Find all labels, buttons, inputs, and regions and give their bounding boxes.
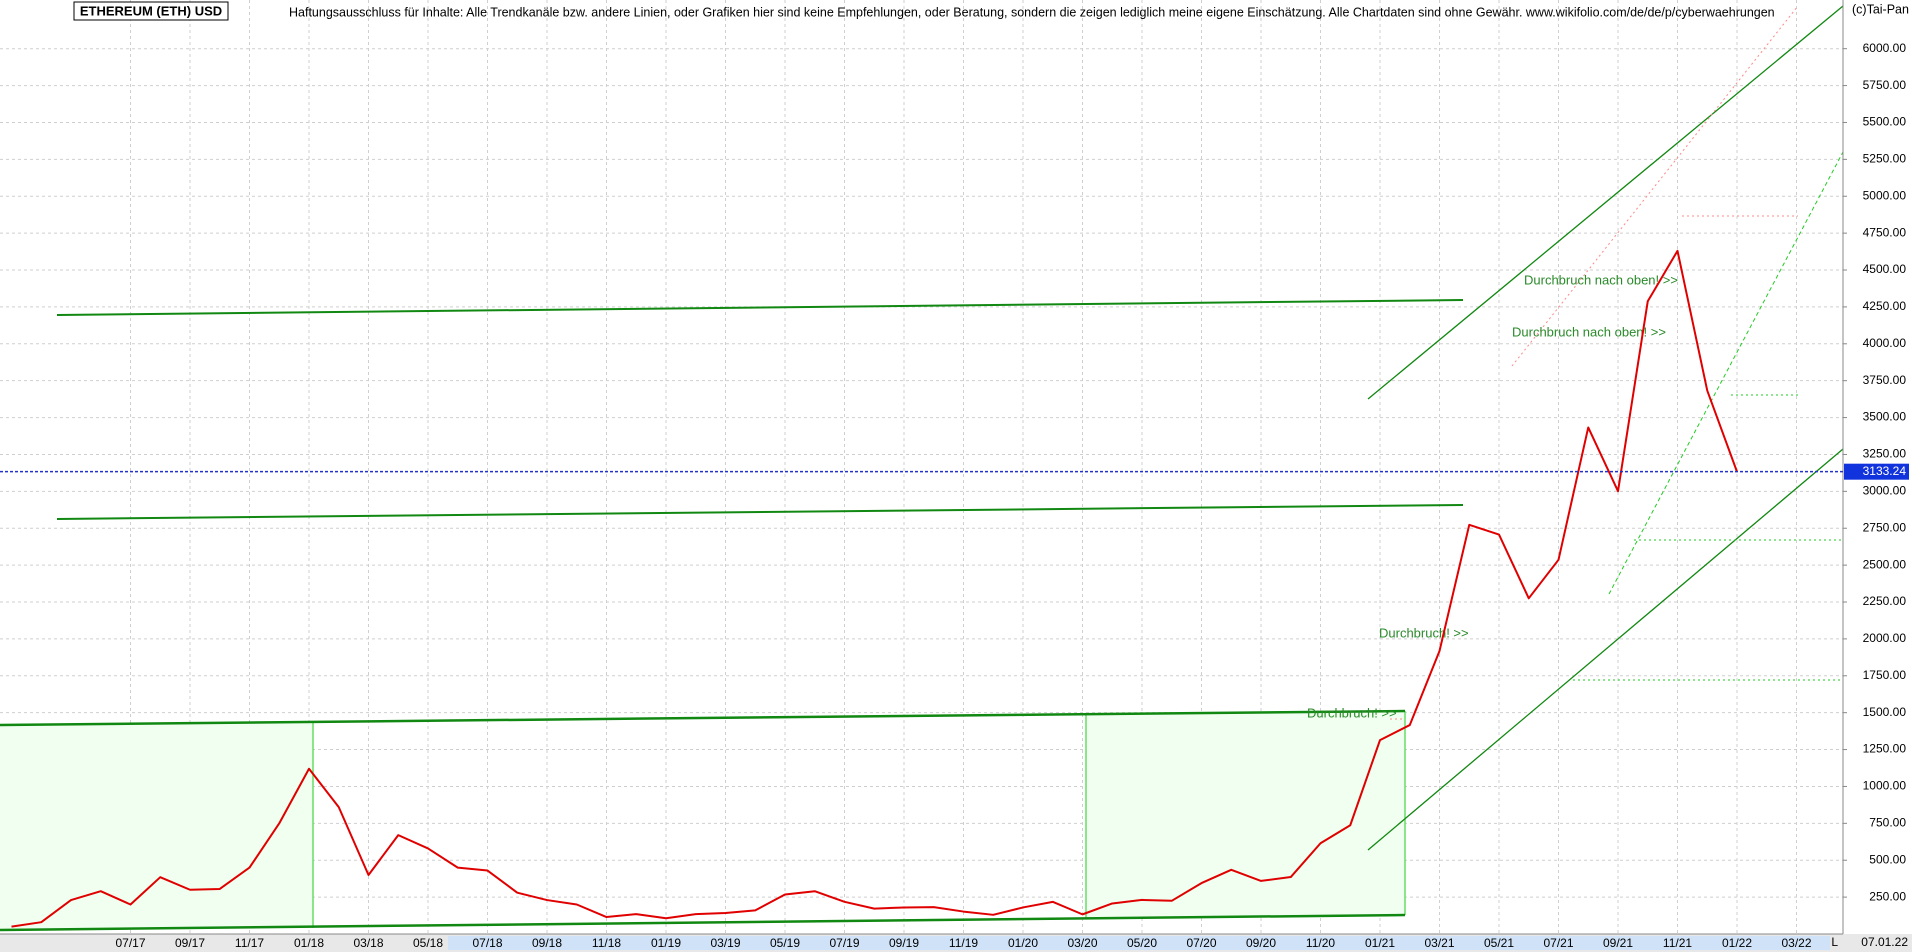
y-tick-label: 5250.00 <box>1863 152 1907 166</box>
price-line <box>11 249 1738 928</box>
y-tick-label: 3500.00 <box>1863 410 1907 424</box>
x-tick-label: 05/18 <box>413 936 443 950</box>
x-tick-label: 09/17 <box>175 936 205 950</box>
x-tick-label: 11/20 <box>1306 936 1335 950</box>
channel-fill <box>0 722 313 930</box>
y-tick-label: 1250.00 <box>1863 742 1907 756</box>
x-tick-label: 03/22 <box>1781 936 1811 950</box>
annotation: Durchbruch! >> <box>1379 625 1469 640</box>
x-tick-label: 09/18 <box>532 936 562 950</box>
y-tick-label: 2750.00 <box>1863 520 1907 534</box>
y-tick-label: 1000.00 <box>1863 779 1907 793</box>
x-tick-label: 07/20 <box>1186 936 1216 950</box>
x-tick-label: 09/19 <box>889 936 919 950</box>
x-axis-highlight <box>448 936 1830 950</box>
last-price-box <box>1844 463 1909 480</box>
x-tick-label: 07/18 <box>472 936 502 950</box>
trend-line <box>56 504 1464 520</box>
y-tick-label: 3750.00 <box>1863 373 1907 387</box>
y-tick-label: 4500.00 <box>1863 262 1907 276</box>
annotation: Durchbruch nach oben! >> <box>1512 324 1666 339</box>
chart-title: ETHEREUM (ETH) USD <box>80 3 222 18</box>
y-tick-label: 4000.00 <box>1863 336 1907 350</box>
y-tick-label: 3250.00 <box>1863 447 1907 461</box>
y-tick-label: 3000.00 <box>1863 484 1907 498</box>
y-tick-label: 750.00 <box>1869 816 1906 830</box>
x-tick-label: 01/18 <box>294 936 324 950</box>
y-tick-label: 250.00 <box>1869 889 1906 903</box>
y-tick-label: 1750.00 <box>1863 668 1907 682</box>
last-price-label: 3133.24 <box>1863 464 1907 478</box>
x-tick-label: 11/18 <box>592 936 621 950</box>
axis-marker: L <box>1831 935 1838 949</box>
x-tick-label: 11/19 <box>949 936 978 950</box>
annotation: Durchbruch! >> <box>1307 705 1397 720</box>
x-tick-label: 05/19 <box>770 936 800 950</box>
x-tick-label: 03/18 <box>353 936 383 950</box>
y-tick-label: 5500.00 <box>1863 115 1907 129</box>
x-tick-label: 01/22 <box>1722 936 1752 950</box>
x-tick-label: 01/20 <box>1008 936 1038 950</box>
x-tick-label: 03/21 <box>1424 936 1454 950</box>
marks <box>11 249 1738 928</box>
x-tick-label: 01/21 <box>1365 936 1395 950</box>
y-tick-label: 2000.00 <box>1863 631 1907 645</box>
trend-line <box>0 913 1406 932</box>
channel-fill <box>1086 711 1405 918</box>
x-tick-label: 03/20 <box>1067 936 1097 950</box>
trend-line <box>0 709 1406 727</box>
x-tick-label: 01/19 <box>651 936 681 950</box>
x-tick-label: 07/21 <box>1543 936 1573 950</box>
x-tick-label: 07/19 <box>829 936 859 950</box>
y-tick-label: 500.00 <box>1869 852 1906 866</box>
trend-line <box>1367 5 1844 400</box>
x-tick-label: 07/17 <box>115 936 145 950</box>
disclaimer: Haftungsausschluss für Inhalte: Alle Tre… <box>289 5 1775 19</box>
trend-line <box>1608 151 1844 595</box>
x-tick-label: 11/21 <box>1663 936 1692 950</box>
y-tick-label: 2500.00 <box>1863 557 1907 571</box>
trend-line <box>1511 5 1799 367</box>
x-tick-label: 03/19 <box>710 936 740 950</box>
x-tick-label: 05/21 <box>1484 936 1514 950</box>
trend-line <box>56 299 1464 316</box>
y-tick-label: 4250.00 <box>1863 299 1907 313</box>
y-tick-label: 2250.00 <box>1863 594 1907 608</box>
annotation: Durchbruch nach oben! >> <box>1524 272 1678 287</box>
copyright: (c)Tai-Pan <box>1852 2 1909 16</box>
y-tick-label: 1500.00 <box>1863 705 1907 719</box>
y-tick-label: 6000.00 <box>1863 41 1907 55</box>
y-tick-label: 5000.00 <box>1863 188 1907 202</box>
trend-line <box>1367 448 1844 851</box>
title-box <box>73 1 229 21</box>
y-tick-label: 5750.00 <box>1863 78 1907 92</box>
last-date: 07.01.22 <box>1861 935 1908 949</box>
x-tick-label: 09/21 <box>1603 936 1633 950</box>
x-tick-label: 11/17 <box>235 936 264 950</box>
y-tick-label: 4750.00 <box>1863 225 1907 239</box>
x-tick-label: 05/20 <box>1127 936 1157 950</box>
x-tick-label: 09/20 <box>1246 936 1276 950</box>
